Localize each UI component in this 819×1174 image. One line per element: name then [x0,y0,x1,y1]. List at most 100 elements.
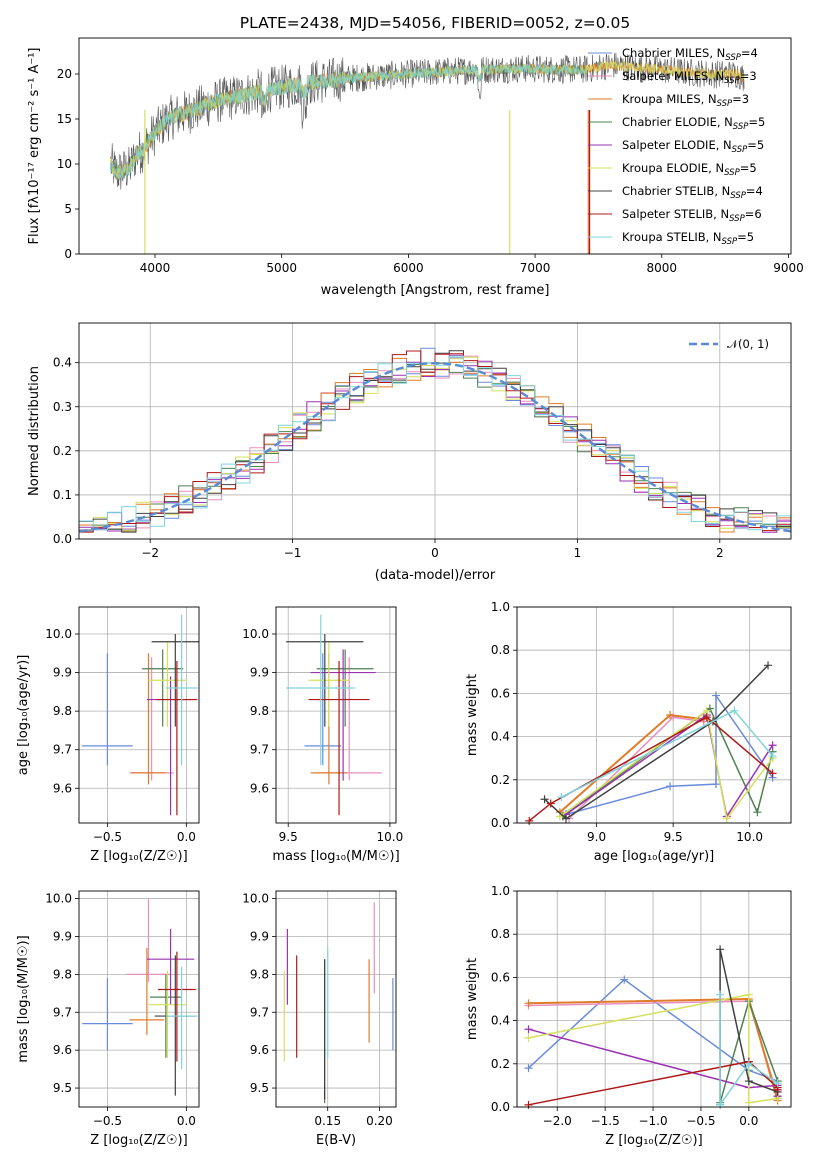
age-vs-mass-xtick-label: 9.5 [279,830,298,844]
weight-vs-age-ytick-label: 0.6 [491,686,510,700]
mass-vs-ebv-ytick-label: 9.8 [250,967,269,981]
weight-vs-z-ytick-label: 0.4 [491,1014,510,1028]
weight-vs-age-ytick-label: 0.2 [491,773,510,787]
mass-vs-z-ytick-label: 10.0 [45,892,72,906]
weight-vs-z-series-marker [716,945,725,954]
spectrum-legend-val: =5 [747,138,764,152]
age-vs-z-xtick-label: 0.0 [177,830,196,844]
spectrum-legend-sub: SSP [729,214,745,224]
spectrum-line [110,60,745,180]
spectrum-legend-val: =5 [737,230,754,244]
mass-vs-ebv-xtick-label: 0.15 [314,1114,341,1128]
weight-vs-age-series-line [559,709,774,821]
weight-vs-z-ytick-label: 0.2 [491,1057,510,1071]
weight-vs-z-xtick-label: −1.0 [638,1114,667,1128]
weight-vs-age-series-line [562,707,774,818]
weight-vs-age-series-marker [722,814,731,823]
mass-vs-ebv-frame [275,890,397,1108]
mass-vs-ebv-ytick-label: 9.6 [250,1043,269,1057]
spectrum-ytick-label: 20 [57,67,72,81]
weight-vs-z-series-marker [744,1098,753,1107]
normal-curve [79,361,791,533]
spectrum-legend-name: Salpeter STELIB, N [622,207,729,221]
mass-vs-z-frame [78,890,200,1108]
weight-vs-age-ytick-label: 0.0 [491,816,510,830]
spectrum-legend-label: Kroupa MILES, NSSP=3 [622,92,749,109]
spectrum-legend-val: =4 [741,46,758,60]
age-vs-mass-xtick-label: 10.0 [377,830,404,844]
spectrum-legend-label: Chabrier MILES, NSSP=4 [622,46,758,63]
weight-vs-z-xtick-label: −2.0 [543,1114,572,1128]
weight-vs-z-ytick-label: 0.6 [491,970,510,984]
spectrum-line [110,63,586,180]
weight-vs-age-series-marker [540,795,549,804]
spectrum-legend-name: Kroupa MILES, N [622,92,717,106]
age-vs-mass-frame [275,606,397,824]
spectrum-legend-name: Chabrier MILES, N [622,46,725,60]
residuals-legend-label: 𝒩(0, 1) [727,337,769,351]
mass-vs-ebv-ytick-label: 9.5 [250,1081,269,1095]
spectrum-legend-sub: SSP [722,237,738,247]
weight-vs-age-series-line [528,716,774,822]
weight-vs-age-series-marker [730,706,739,715]
age-vs-mass-ytick-label: 10.0 [242,627,269,641]
weight-vs-z-series-marker [744,1059,753,1068]
mass-vs-z-ylabel: mass [log₁₀(M/M☉)] [16,935,31,1062]
weight-vs-z-series-marker [773,1079,782,1088]
spectrum-legend-label: Kroupa STELIB, NSSP=5 [622,230,754,247]
spectrum-ytick-label: 15 [57,112,72,126]
spectrum-legend-label: Salpeter MILES, NSSP=3 [622,69,757,86]
weight-vs-age-series-marker [546,799,555,808]
mass-vs-z-ytick-label: 9.9 [53,929,72,943]
weight-vs-age-frame [516,606,792,824]
residual-histogram [79,347,791,532]
age-vs-mass-ytick-label: 9.9 [250,666,269,680]
weight-vs-age-series-marker [666,711,675,719]
spectrum-xtick-label: 6000 [393,261,424,275]
weight-vs-z-xtick-label: 0.0 [739,1114,758,1128]
weight-vs-z-ytick-label: 0.8 [491,927,510,941]
spectrum-xlabel: wavelength [Angstrom, rest frame] [321,283,550,298]
weight-vs-age-ytick-label: 0.4 [491,730,510,744]
spectrum-legend-name: Kroupa ELODIE, N [622,161,724,175]
residual-histogram [79,356,791,532]
weight-vs-z-series-marker [716,1100,725,1109]
weight-vs-age-series-line [544,664,769,820]
weight-vs-z-series-marker [524,999,533,1008]
residual-histogram [79,354,791,533]
mass-vs-z-xtick-label: −0.5 [93,1114,122,1128]
mass-vs-z-ytick-label: 9.6 [53,1043,72,1057]
weight-vs-age-series-marker [561,814,570,823]
spectrum-title: PLATE=2438, MJD=54056, FIBERID=0052, z=0… [240,14,630,32]
weight-vs-age-series-marker [525,816,534,825]
spectrum-legend-label: Salpeter STELIB, NSSP=6 [622,207,762,224]
weight-vs-age-xtick-label: 9.0 [587,830,606,844]
residual-histogram [79,355,791,531]
spectrum-ytick-label: 5 [64,202,72,216]
residuals-xlabel: (data-model)/error [375,568,496,583]
spectrum-legend-val: =4 [746,184,763,198]
age-vs-z-xlabel: Z [log₁₀(Z/Z☉)] [90,849,187,864]
age-vs-z-frame [78,606,200,824]
spectrum-ytick-label: 10 [57,157,72,171]
spectrum-legend-label: Salpeter ELODIE, NSSP=5 [622,138,764,155]
age-vs-mass-ytick-label: 9.8 [250,704,269,718]
age-vs-z-ylabel: age [log₁₀(age/yr)] [16,655,31,776]
spectrum-frame [78,37,792,255]
weight-vs-z-series-marker [620,975,629,984]
spectrum-legend-name: Chabrier ELODIE, N [622,115,733,129]
weight-vs-z-xtick-label: −0.5 [686,1114,715,1128]
residual-histogram [79,355,791,531]
weight-vs-age-ytick-label: 0.8 [491,643,510,657]
weight-vs-age-series-marker [702,713,711,722]
mass-vs-ebv-ytick-label: 10.0 [242,892,269,906]
spectrum-legend-sub: SSP [730,191,746,201]
residual-histogram [79,362,791,532]
mass-vs-z-xtick-label: 0.0 [177,1114,196,1128]
residuals-xtick-label: −1 [284,546,302,560]
residuals-ytick-label: 0.1 [53,488,72,502]
weight-vs-age-series-marker [557,793,566,802]
spectrum-legend-val: =6 [745,207,762,221]
spectrum-ytick-label: 0 [64,247,72,261]
